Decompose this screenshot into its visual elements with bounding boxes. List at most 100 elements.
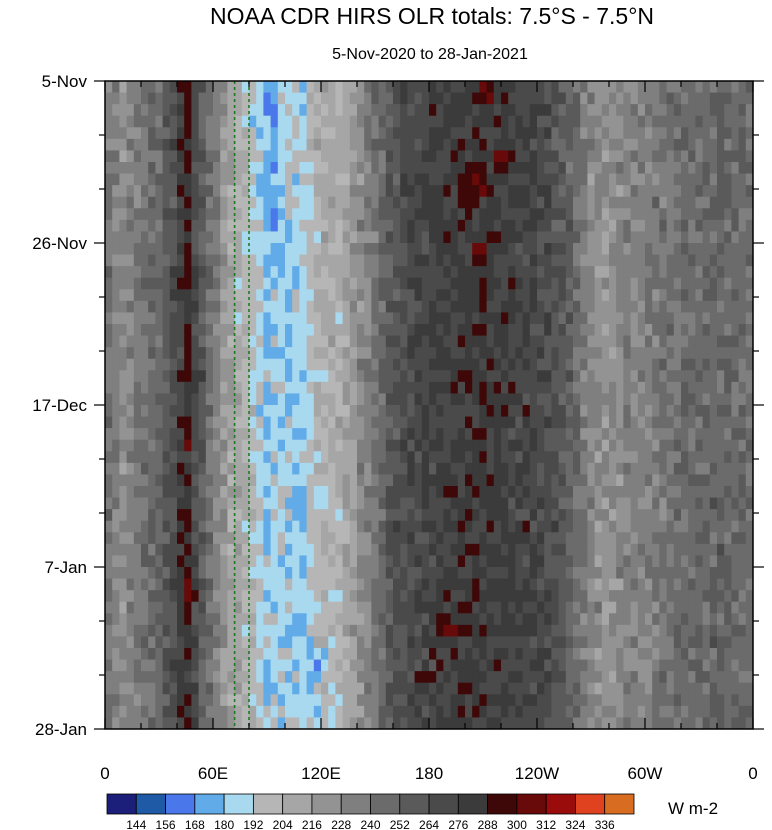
heatmap-cell xyxy=(479,266,488,279)
heatmap-cell xyxy=(702,520,711,533)
heatmap-cell xyxy=(551,312,560,325)
heatmap-cell xyxy=(529,289,538,302)
heatmap-cell xyxy=(249,370,257,383)
heatmap-cell xyxy=(299,694,308,707)
heatmap-cell xyxy=(709,115,718,128)
heatmap-cell xyxy=(724,439,732,452)
heatmap-cell xyxy=(695,462,704,476)
heatmap-cell xyxy=(609,486,617,499)
heatmap-cell xyxy=(234,208,243,221)
heatmap-cell xyxy=(695,497,704,510)
heatmap-cell xyxy=(688,520,696,533)
heatmap-cell xyxy=(349,219,358,233)
heatmap-cell xyxy=(321,173,329,186)
heatmap-cell xyxy=(306,196,315,209)
heatmap-cell xyxy=(141,92,149,105)
heatmap-cell xyxy=(702,509,711,522)
heatmap-cell xyxy=(457,254,466,267)
heatmap-cell xyxy=(666,486,675,499)
heatmap-cell xyxy=(227,555,236,568)
heatmap-cell xyxy=(587,196,596,209)
heatmap-cell xyxy=(580,300,588,314)
heatmap-cell xyxy=(580,335,588,348)
heatmap-cell xyxy=(112,601,120,614)
heatmap-cell xyxy=(673,462,682,476)
heatmap-cell xyxy=(371,636,380,649)
heatmap-cell xyxy=(450,92,459,105)
heatmap-cell xyxy=(738,231,747,244)
heatmap-cell xyxy=(313,428,322,441)
heatmap-cell xyxy=(508,462,516,476)
heatmap-cell xyxy=(493,358,502,371)
heatmap-cell xyxy=(414,486,423,499)
heatmap-cell xyxy=(616,520,624,533)
heatmap-cell xyxy=(285,671,293,684)
heatmap-cell xyxy=(501,266,509,279)
heatmap-cell xyxy=(709,162,718,175)
heatmap-cell xyxy=(126,324,135,337)
heatmap-cell xyxy=(205,671,214,684)
heatmap-cell xyxy=(277,277,286,290)
heatmap-cell xyxy=(177,567,185,580)
heatmap-cell xyxy=(465,162,473,175)
heatmap-cell xyxy=(637,208,646,221)
heatmap-cell xyxy=(537,138,545,152)
heatmap-cell xyxy=(414,266,423,279)
heatmap-cell xyxy=(724,324,732,337)
heatmap-cell xyxy=(508,115,516,128)
heatmap-cell xyxy=(119,590,128,603)
heatmap-cell xyxy=(277,243,286,256)
heatmap-cell xyxy=(371,277,380,290)
heatmap-cell xyxy=(709,613,718,626)
heatmap-cell xyxy=(544,370,552,383)
heatmap-cell xyxy=(349,705,358,719)
heatmap-cell xyxy=(357,659,365,672)
heatmap-cell xyxy=(292,115,300,128)
heatmap-cell xyxy=(479,439,488,452)
heatmap-cell xyxy=(594,613,603,626)
heatmap-cell xyxy=(241,590,250,603)
heatmap-cell xyxy=(666,92,675,105)
heatmap-cell xyxy=(285,428,293,441)
heatmap-cell xyxy=(688,659,696,672)
heatmap-cell xyxy=(594,393,603,406)
heatmap-cell xyxy=(501,705,509,719)
heatmap-cell xyxy=(220,578,228,591)
heatmap-cell xyxy=(717,312,725,325)
heatmap-cell xyxy=(292,266,300,279)
heatmap-cell xyxy=(515,659,524,672)
heatmap-cell xyxy=(220,231,228,244)
heatmap-cell xyxy=(666,196,675,209)
heatmap-cell xyxy=(155,254,164,267)
heatmap-cell xyxy=(299,254,308,267)
heatmap-cell xyxy=(529,520,538,533)
heatmap-cell xyxy=(508,347,516,360)
heatmap-cell xyxy=(515,451,524,464)
heatmap-cell xyxy=(558,81,567,94)
heatmap-cell xyxy=(371,659,380,672)
heatmap-cell xyxy=(292,497,300,510)
heatmap-cell xyxy=(393,705,401,719)
heatmap-cell xyxy=(652,115,660,128)
heatmap-cell xyxy=(364,428,372,441)
heatmap-cell xyxy=(745,532,753,545)
heatmap-cell xyxy=(537,497,545,510)
heatmap-cell xyxy=(277,451,286,464)
heatmap-cell xyxy=(724,451,732,464)
heatmap-cell xyxy=(695,289,704,302)
heatmap-cell xyxy=(133,543,142,557)
heatmap-cell xyxy=(436,555,444,568)
heatmap-cell xyxy=(155,405,164,418)
heatmap-cell xyxy=(702,254,711,267)
heatmap-cell xyxy=(443,219,452,233)
heatmap-cell xyxy=(580,705,588,719)
heatmap-cell xyxy=(328,92,336,105)
heatmap-cell xyxy=(349,486,358,499)
heatmap-cell xyxy=(717,208,725,221)
heatmap-cell xyxy=(681,451,689,464)
heatmap-cell xyxy=(421,196,430,209)
heatmap-cell xyxy=(450,532,459,545)
heatmap-cell xyxy=(126,474,135,487)
heatmap-cell xyxy=(623,243,632,256)
heatmap-cell xyxy=(522,266,531,279)
